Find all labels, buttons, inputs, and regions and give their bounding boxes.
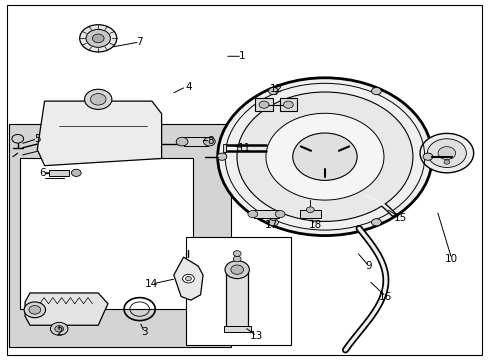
Circle shape — [217, 153, 226, 160]
Text: 6: 6 — [39, 168, 45, 178]
Text: 18: 18 — [308, 220, 321, 230]
Circle shape — [224, 261, 249, 279]
Circle shape — [24, 302, 45, 318]
Polygon shape — [25, 293, 108, 325]
Bar — [254, 210, 278, 219]
Circle shape — [71, 169, 81, 176]
Text: 3: 3 — [141, 327, 147, 337]
Circle shape — [422, 153, 432, 160]
Circle shape — [90, 94, 106, 105]
Circle shape — [233, 251, 241, 256]
Circle shape — [247, 211, 257, 218]
Text: 14: 14 — [145, 279, 158, 289]
Text: 4: 4 — [185, 82, 191, 92]
Text: 9: 9 — [365, 261, 371, 271]
Circle shape — [203, 137, 215, 146]
Bar — [226, 270, 247, 327]
Text: 1: 1 — [238, 51, 245, 61]
Text: 16: 16 — [379, 292, 392, 302]
Circle shape — [84, 89, 112, 109]
Bar — [9, 125, 231, 347]
Circle shape — [230, 265, 243, 274]
Text: 15: 15 — [393, 213, 407, 222]
Text: 7: 7 — [136, 37, 142, 47]
Circle shape — [185, 276, 191, 281]
Bar — [222, 144, 226, 152]
Circle shape — [50, 322, 68, 335]
Circle shape — [92, 34, 104, 42]
Circle shape — [265, 113, 383, 200]
Circle shape — [268, 87, 278, 95]
Text: 5: 5 — [34, 134, 41, 144]
Circle shape — [182, 274, 194, 283]
Circle shape — [419, 134, 473, 173]
Bar — [49, 170, 69, 176]
Bar — [299, 210, 321, 219]
Circle shape — [427, 139, 466, 167]
Text: 11: 11 — [237, 143, 251, 153]
Bar — [183, 137, 207, 146]
Text: 12: 12 — [269, 84, 282, 94]
Text: 17: 17 — [264, 220, 277, 230]
Circle shape — [437, 147, 455, 159]
Bar — [223, 326, 250, 332]
Circle shape — [217, 78, 431, 235]
Circle shape — [292, 133, 356, 180]
Circle shape — [268, 219, 278, 226]
Polygon shape — [37, 101, 161, 166]
Circle shape — [275, 211, 285, 218]
Circle shape — [233, 256, 241, 262]
Text: 8: 8 — [206, 136, 213, 145]
Bar — [255, 98, 272, 111]
Circle shape — [443, 160, 449, 164]
Circle shape — [371, 219, 381, 226]
Circle shape — [237, 92, 412, 221]
Text: 2: 2 — [56, 327, 62, 337]
Bar — [20, 158, 193, 309]
Text: 13: 13 — [249, 331, 263, 341]
Circle shape — [80, 25, 117, 52]
Circle shape — [306, 207, 314, 213]
Circle shape — [371, 87, 381, 95]
Circle shape — [86, 30, 110, 47]
Bar — [185, 237, 290, 345]
Circle shape — [176, 137, 187, 146]
Circle shape — [283, 101, 293, 108]
Text: 10: 10 — [444, 254, 457, 264]
Circle shape — [12, 134, 23, 143]
Circle shape — [259, 101, 268, 108]
Bar — [279, 98, 297, 111]
Polygon shape — [173, 257, 203, 300]
Circle shape — [29, 306, 41, 314]
Circle shape — [55, 325, 63, 332]
